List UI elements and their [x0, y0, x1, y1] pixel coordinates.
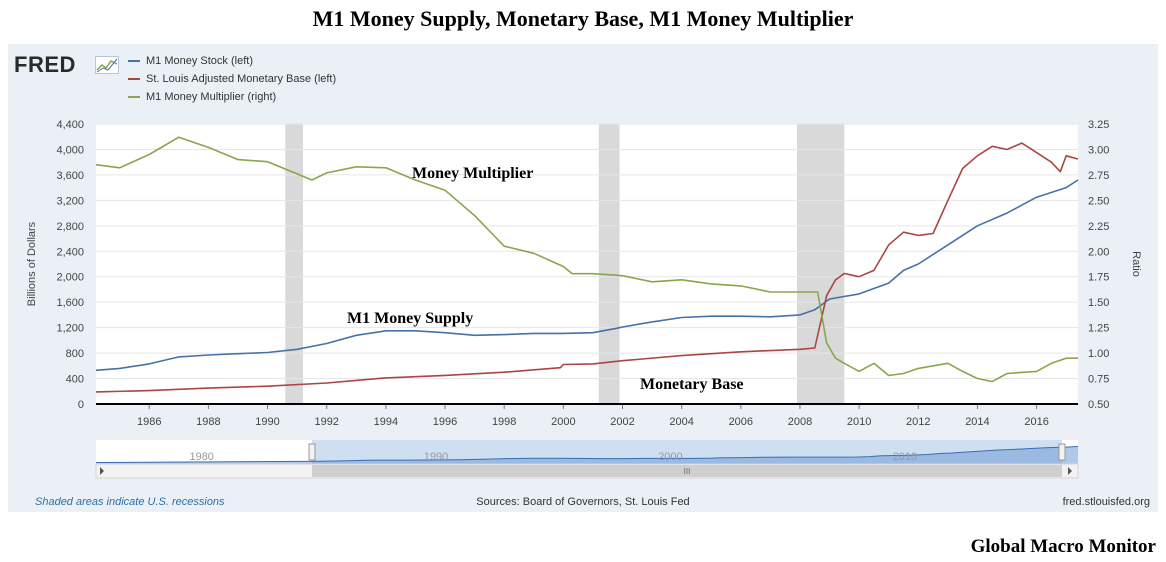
legend-item-m1[interactable]: M1 Money Stock (left)	[128, 52, 336, 70]
x-tick-label: 2016	[1024, 416, 1048, 428]
navigator-label: 1990	[424, 451, 448, 463]
series-line-base	[95, 142, 1079, 393]
legend-label-multiplier: M1 Money Multiplier (right)	[146, 91, 277, 103]
x-tick-label: 2014	[965, 416, 989, 428]
scrollbar-grip: III	[684, 467, 691, 476]
x-tick-label: 1992	[314, 416, 338, 428]
legend-label-base: St. Louis Adjusted Monetary Base (left)	[146, 73, 337, 85]
y-tick-label-right: 1.75	[1088, 272, 1109, 284]
series-line-multiplier	[95, 136, 1078, 383]
page-title: M1 Money Supply, Monetary Base, M1 Money…	[312, 6, 854, 31]
brand-footer: Global Macro Monitor	[970, 536, 1156, 557]
y-tick-label-left: 4,000	[56, 144, 84, 156]
recession-band	[598, 124, 620, 404]
annotation-m1-money-supply: M1 Money Supply	[347, 310, 473, 327]
x-tick-label: 1996	[433, 416, 457, 428]
annotation-monetary-base: Monetary Base	[640, 376, 744, 393]
y-tick-label-right: 1.50	[1088, 297, 1109, 309]
navigator-handle-left[interactable]	[308, 443, 316, 461]
site-link[interactable]: fred.stlouisfed.org	[1062, 496, 1150, 508]
y-tick-label-right: 3.25	[1088, 119, 1109, 131]
y-tick-label-right: 2.75	[1088, 170, 1109, 182]
y-tick-label-left: 2,400	[56, 246, 84, 258]
x-tick-label: 2008	[788, 416, 812, 428]
navigator-label: 2000	[658, 451, 682, 463]
legend-item-multiplier[interactable]: M1 Money Multiplier (right)	[128, 88, 336, 106]
scroll-left-arrow-icon[interactable]	[100, 467, 104, 475]
navigator-label: 1980	[189, 451, 213, 463]
x-tick-label: 1998	[492, 416, 516, 428]
fred-logo[interactable]: FRED	[14, 52, 76, 77]
x-tick-label: 1988	[196, 416, 220, 428]
legend-label-m1: M1 Money Stock (left)	[146, 55, 253, 67]
navigator-label: 2010	[893, 451, 917, 463]
recession-band	[285, 124, 304, 404]
x-tick-label: 2012	[906, 416, 930, 428]
y-tick-label-left: 1,200	[56, 323, 84, 335]
y-tick-label-right: 1.25	[1088, 323, 1109, 335]
series-line-m1	[95, 179, 1079, 372]
y-tick-label-right: 2.25	[1088, 221, 1109, 233]
y-tick-label-left: 2,800	[56, 221, 84, 233]
y-tick-label-right: 2.50	[1088, 195, 1109, 207]
x-tick-label: 1994	[374, 416, 398, 428]
y-tick-label-right: 1.00	[1088, 348, 1109, 360]
y-tick-label-left: 1,600	[56, 297, 84, 309]
fred-chart-icon	[95, 56, 119, 74]
recession-band	[797, 124, 845, 404]
source-note: Sources: Board of Governors, St. Louis F…	[476, 496, 690, 508]
y-tick-label-left: 2,000	[56, 272, 84, 284]
legend-swatch-base	[128, 78, 140, 80]
navigator-handle-right[interactable]	[1058, 443, 1066, 461]
y-tick-label-left: 3,200	[56, 195, 84, 207]
x-tick-label: 2006	[729, 416, 753, 428]
y-tick-label-left: 0	[78, 399, 84, 411]
x-tick-label: 1990	[255, 416, 279, 428]
chart-legend: M1 Money Stock (left) St. Louis Adjusted…	[128, 52, 336, 106]
y-tick-label-right: 0.50	[1088, 399, 1109, 411]
y-tick-label-right: 0.75	[1088, 374, 1109, 386]
y-tick-label-left: 400	[66, 374, 84, 386]
recession-note: Shaded areas indicate U.S. recessions	[35, 496, 225, 508]
legend-swatch-m1	[128, 60, 140, 62]
legend-swatch-multiplier	[128, 96, 140, 98]
y-tick-label-left: 800	[66, 348, 84, 360]
y-axis-label-left: Billions of Dollars	[26, 221, 38, 306]
x-tick-label: 2010	[847, 416, 871, 428]
chart-svg: 0 400 800 1,200 1,600 2,000 2,400 2,800 3,200 3,6…	[26, 119, 1142, 479]
y-tick-label-left: 4,400	[56, 119, 84, 131]
annotation-money-multiplier: Money Multiplier	[412, 165, 533, 182]
x-tick-label: 2002	[610, 416, 634, 428]
legend-item-base[interactable]: St. Louis Adjusted Monetary Base (left)	[128, 70, 336, 88]
navigator-line	[95, 445, 1079, 463]
x-tick-label: 2000	[551, 416, 575, 428]
scrollbar-thumb[interactable]	[312, 465, 1062, 477]
y-tick-label-left: 3,600	[56, 170, 84, 182]
scroll-right-arrow-icon[interactable]	[1068, 467, 1072, 475]
navigator-area	[96, 446, 1078, 464]
y-tick-label-right: 2.00	[1088, 246, 1109, 258]
y-axis-label-right: Ratio	[1130, 251, 1142, 277]
y-tick-label-right: 3.00	[1088, 144, 1109, 156]
x-tick-label: 2004	[669, 416, 693, 428]
plot-background	[96, 124, 1078, 404]
x-tick-label: 1986	[137, 416, 161, 428]
